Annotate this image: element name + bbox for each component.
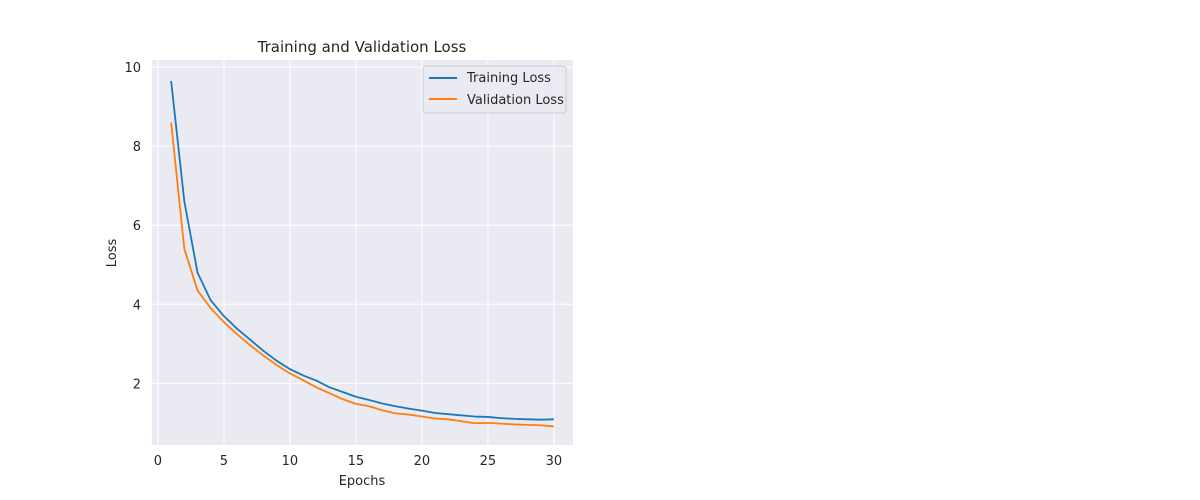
x-tick-label: 20 bbox=[414, 454, 431, 469]
y-axis-label: Loss bbox=[105, 239, 120, 268]
grid bbox=[152, 60, 573, 445]
x-tick-label: 10 bbox=[282, 454, 299, 469]
legend-label-validation: Validation Loss bbox=[467, 93, 564, 108]
x-tick-label: 30 bbox=[546, 454, 563, 469]
legend-box bbox=[422, 65, 567, 114]
x-tick-label: 5 bbox=[220, 454, 228, 469]
x-axis-label: Epochs bbox=[339, 474, 386, 489]
series-line-training-loss bbox=[170, 80, 554, 421]
x-tick-label: 0 bbox=[154, 454, 162, 469]
series-line-validation-loss bbox=[170, 122, 554, 428]
y-tick-label: 2 bbox=[133, 377, 141, 392]
legend: Training Loss Validation Loss bbox=[422, 65, 567, 114]
y-tick-label: 6 bbox=[133, 219, 141, 234]
y-tick-label: 10 bbox=[124, 61, 141, 76]
y-tick-label: 4 bbox=[133, 298, 141, 313]
x-tick-label: 25 bbox=[480, 454, 497, 469]
y-tick-label: 8 bbox=[133, 140, 141, 155]
series-lines bbox=[170, 80, 554, 428]
legend-label-training: Training Loss bbox=[466, 71, 551, 86]
chart-title: Training and Validation Loss bbox=[257, 38, 467, 56]
x-tick-label: 15 bbox=[348, 454, 365, 469]
tick-labels: 0 5 10 15 20 25 30 2 4 6 8 10 bbox=[124, 61, 562, 469]
plot-area bbox=[152, 60, 573, 445]
